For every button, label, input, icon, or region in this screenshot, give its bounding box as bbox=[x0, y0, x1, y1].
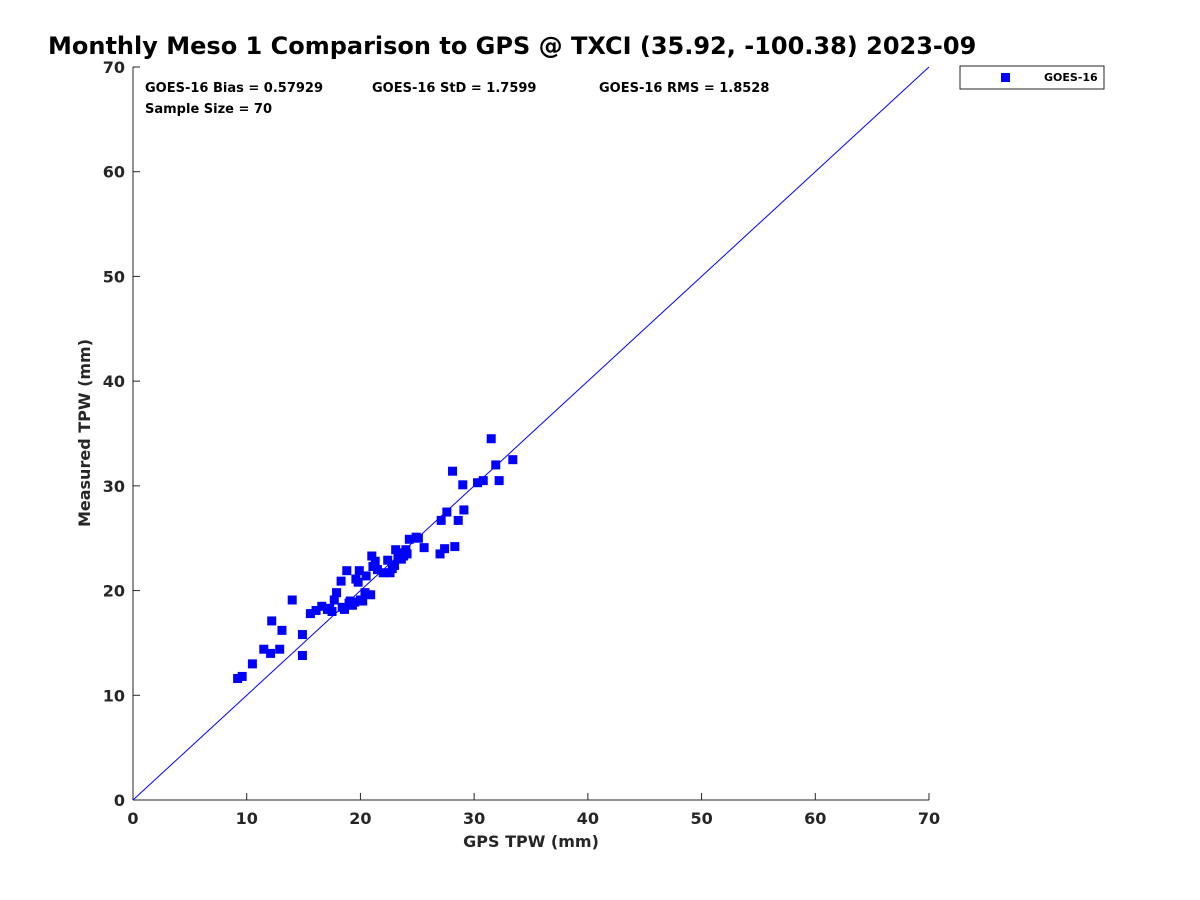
data-point bbox=[370, 556, 380, 566]
data-point bbox=[442, 507, 452, 517]
data-point bbox=[355, 595, 365, 605]
data-point bbox=[366, 590, 376, 600]
x-ticks: 0 10 20 30 40 50 60 70 bbox=[127, 793, 940, 828]
data-point bbox=[329, 595, 339, 605]
x-tick-label: 70 bbox=[918, 809, 940, 828]
legend: GOES-16 bbox=[959, 65, 1105, 90]
data-point bbox=[458, 480, 468, 490]
std-annotation: GOES-16 StD = 1.7599 bbox=[372, 81, 536, 96]
x-axis-label: GPS TPW (mm) bbox=[463, 832, 599, 851]
data-point bbox=[342, 566, 352, 576]
data-point bbox=[372, 565, 382, 575]
rms-annotation: GOES-16 RMS = 1.8528 bbox=[599, 81, 769, 96]
y-tick-label: 30 bbox=[103, 477, 125, 496]
data-point bbox=[340, 604, 350, 614]
data-point bbox=[419, 543, 429, 553]
legend-marker-goes-16 bbox=[1001, 73, 1010, 82]
data-point bbox=[436, 515, 446, 525]
data-point bbox=[287, 595, 297, 605]
data-point bbox=[450, 542, 460, 552]
x-tick-label: 40 bbox=[577, 809, 599, 828]
y-tick-label: 40 bbox=[103, 372, 125, 391]
data-point bbox=[336, 576, 346, 586]
y-tick-label: 10 bbox=[103, 686, 125, 705]
data-point bbox=[361, 571, 371, 581]
data-point bbox=[486, 434, 496, 444]
data-point bbox=[413, 533, 423, 543]
data-point bbox=[297, 650, 307, 660]
data-point bbox=[453, 515, 463, 525]
plot-area: 0 10 20 30 40 50 60 70 0 10 20 30 40 50 60 70 bbox=[103, 58, 940, 828]
data-point bbox=[402, 549, 412, 559]
data-point bbox=[311, 605, 321, 615]
data-point bbox=[259, 644, 269, 654]
data-point bbox=[267, 616, 277, 626]
y-tick-label: 0 bbox=[114, 791, 125, 810]
data-point bbox=[387, 564, 397, 574]
data-point bbox=[247, 659, 257, 669]
one-to-one-reference-line bbox=[132, 66, 930, 801]
data-point bbox=[396, 554, 406, 564]
data-points bbox=[233, 434, 518, 684]
data-point bbox=[344, 598, 354, 608]
data-point bbox=[368, 561, 378, 571]
data-point bbox=[350, 597, 360, 607]
legend-box bbox=[959, 65, 1105, 90]
data-point bbox=[491, 460, 501, 470]
data-point bbox=[297, 630, 307, 640]
data-point bbox=[305, 609, 315, 619]
y-ticks: 0 10 20 30 40 50 60 70 bbox=[103, 58, 140, 810]
y-tick-label: 50 bbox=[103, 267, 125, 286]
data-point bbox=[448, 466, 458, 476]
data-point bbox=[473, 478, 483, 488]
data-point bbox=[435, 549, 445, 559]
x-tick-label: 20 bbox=[349, 809, 371, 828]
data-point bbox=[494, 476, 504, 486]
data-point bbox=[404, 534, 414, 544]
y-tick-label: 20 bbox=[103, 582, 125, 601]
x-tick-label: 30 bbox=[463, 809, 485, 828]
data-point bbox=[353, 577, 363, 587]
y-axis-label: Measured TPW (mm) bbox=[75, 339, 94, 527]
data-point bbox=[325, 603, 335, 613]
x-tick-label: 50 bbox=[690, 809, 712, 828]
data-point bbox=[478, 476, 488, 486]
data-point bbox=[332, 588, 342, 598]
data-point bbox=[266, 648, 276, 658]
x-tick-label: 10 bbox=[236, 809, 258, 828]
sample-size-annotation: Sample Size = 70 bbox=[145, 102, 272, 117]
data-point bbox=[354, 566, 364, 576]
data-point bbox=[277, 625, 287, 635]
data-point bbox=[275, 644, 285, 654]
data-point bbox=[378, 568, 388, 578]
x-tick-label: 60 bbox=[804, 809, 826, 828]
data-point bbox=[383, 555, 393, 565]
y-tick-label: 70 bbox=[103, 58, 125, 77]
x-tick-label: 0 bbox=[127, 809, 138, 828]
data-point bbox=[233, 674, 243, 684]
data-point bbox=[317, 601, 327, 611]
data-point bbox=[391, 545, 401, 555]
y-tick-label: 60 bbox=[103, 163, 125, 182]
chart-title: Monthly Meso 1 Comparison to GPS @ TXCI … bbox=[48, 32, 976, 60]
data-point bbox=[237, 671, 247, 681]
legend-label-goes-16: GOES-16 bbox=[1044, 71, 1098, 84]
data-point bbox=[440, 544, 450, 554]
bias-annotation: GOES-16 Bias = 0.57929 bbox=[145, 81, 323, 96]
data-point bbox=[367, 551, 377, 561]
data-point bbox=[459, 505, 469, 515]
data-point bbox=[508, 455, 518, 465]
data-point bbox=[360, 588, 370, 598]
